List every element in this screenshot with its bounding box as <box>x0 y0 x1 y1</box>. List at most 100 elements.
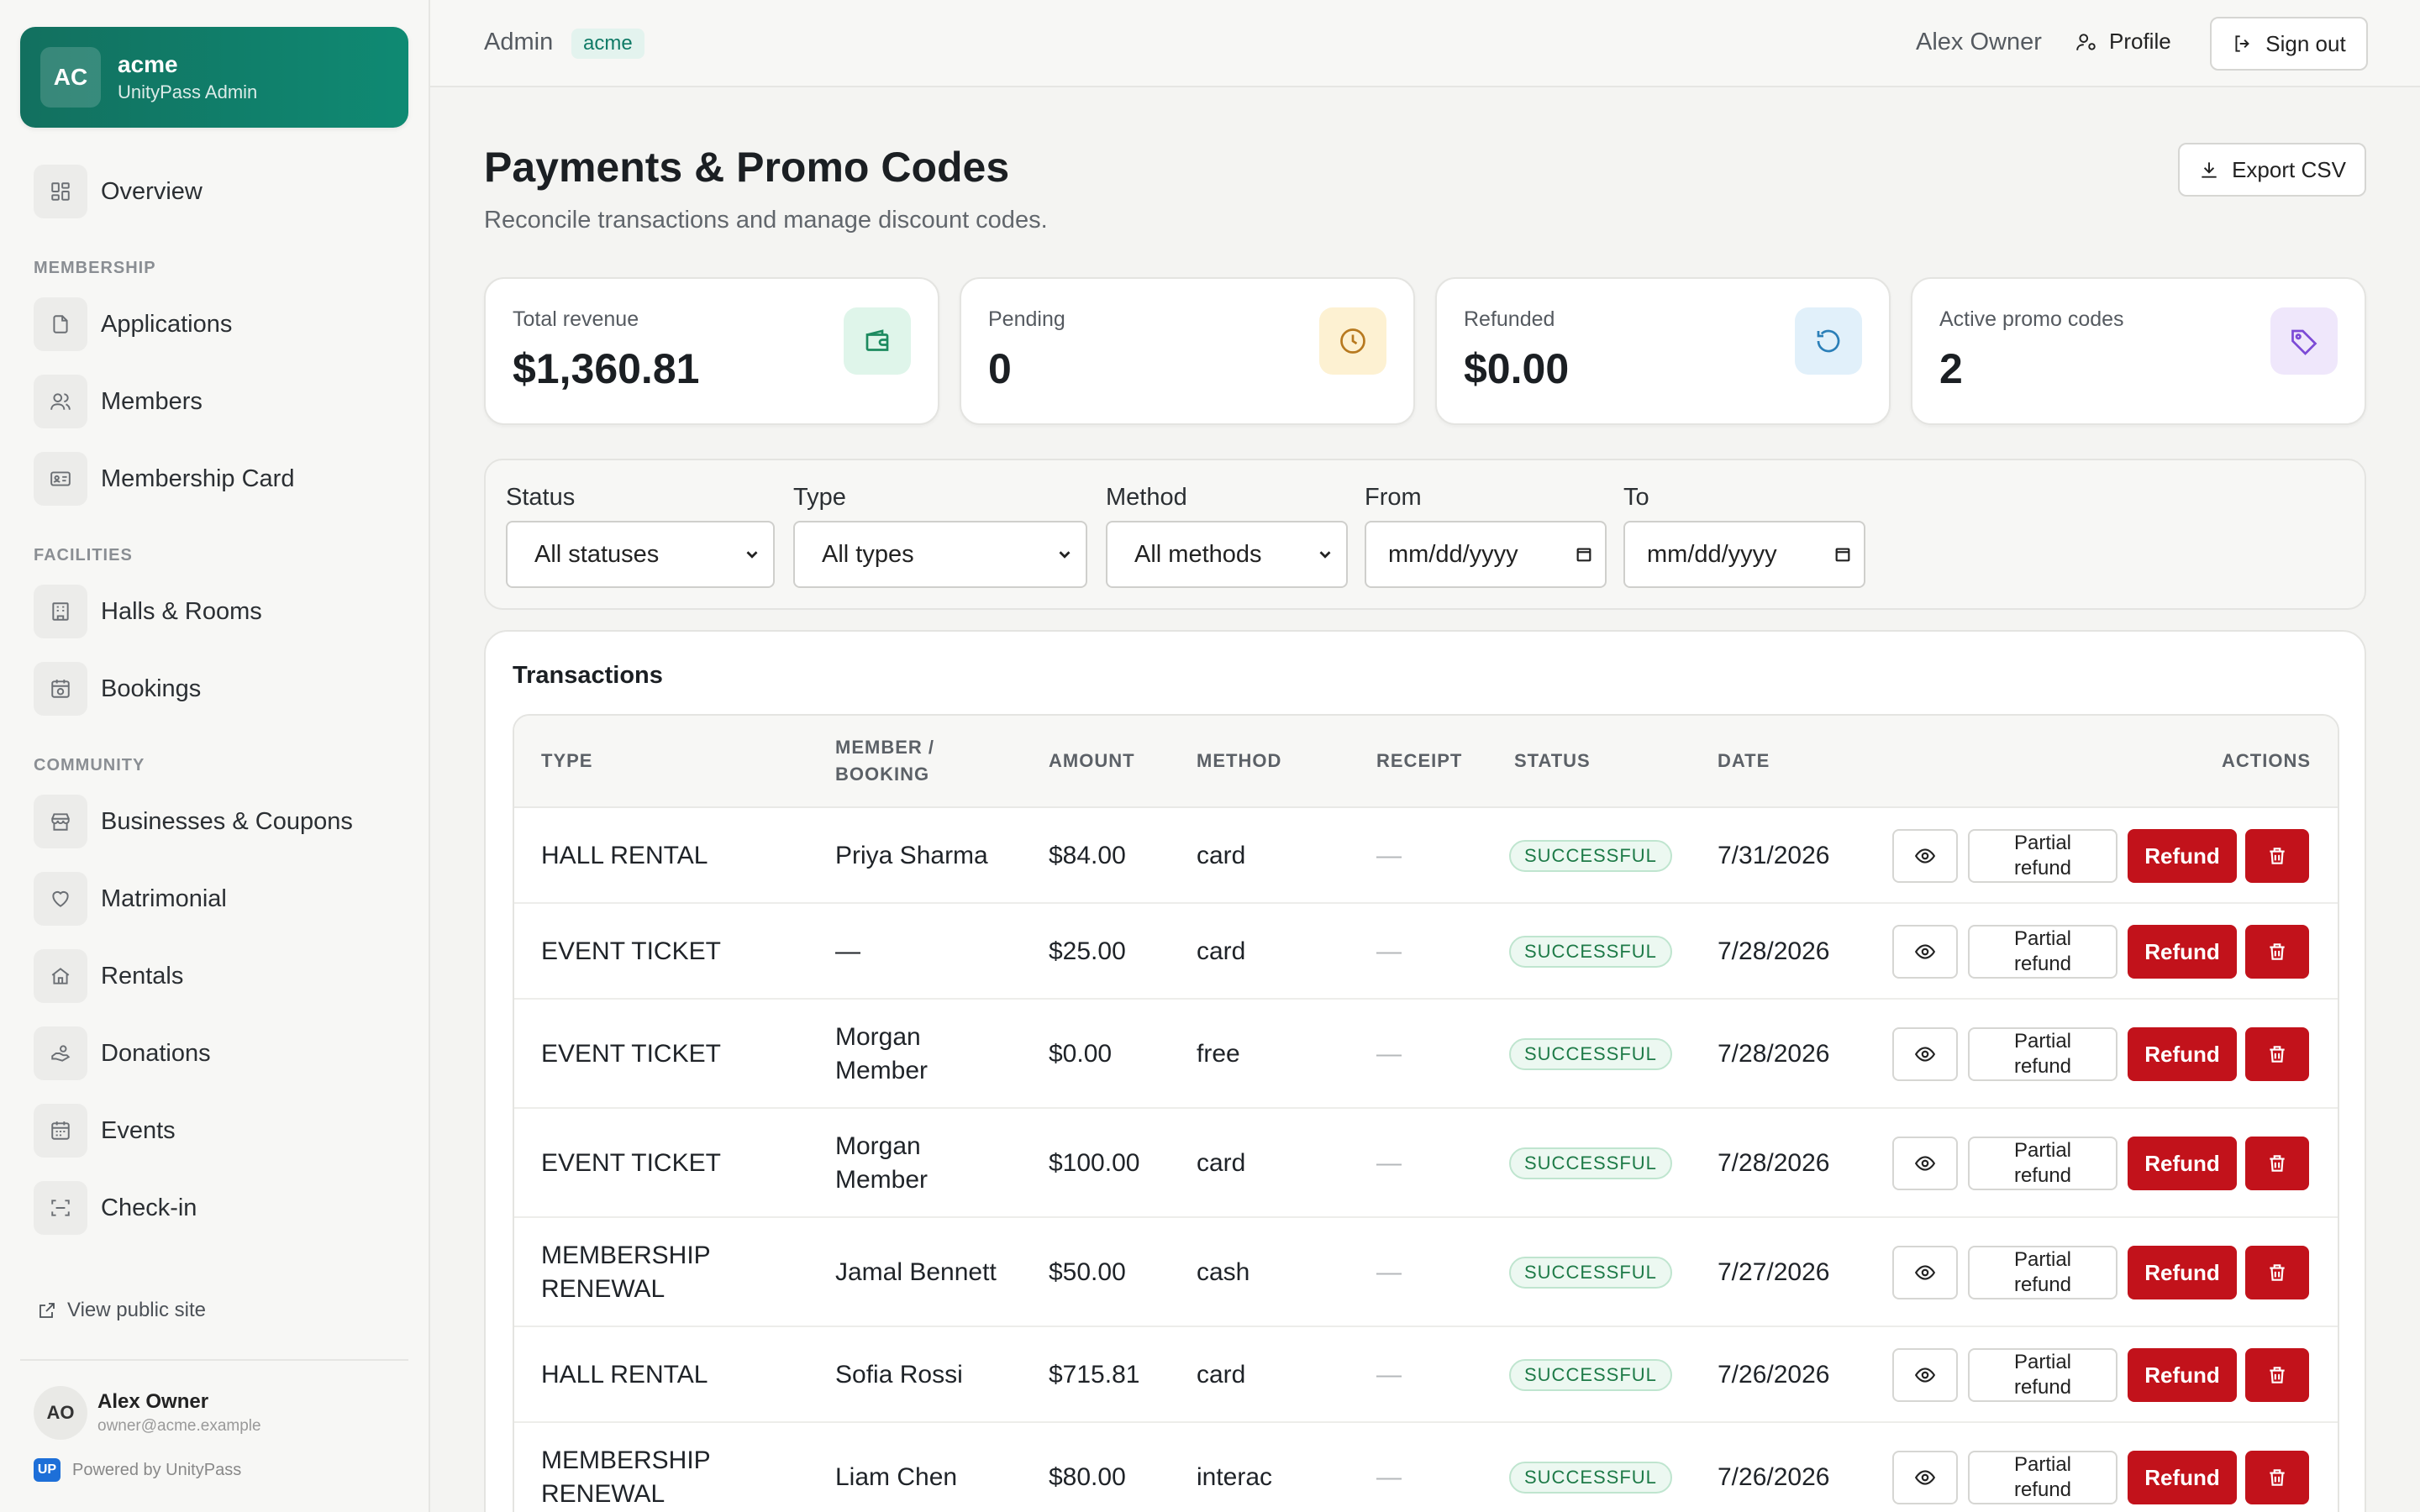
refund-button[interactable]: Refund <box>2128 925 2237 979</box>
refund-button[interactable]: Refund <box>2128 1246 2237 1299</box>
topbar: Admin acme Alex Owner Profile Sign out <box>430 0 2420 87</box>
cell-receipt: — <box>1376 1258 1402 1286</box>
delete-button[interactable] <box>2245 1027 2309 1081</box>
view-button[interactable] <box>1892 925 1958 979</box>
sidebar-item-check-in[interactable]: Check-in <box>34 1181 403 1235</box>
to-date-input[interactable]: mm/dd/yyyy <box>1623 521 1865 588</box>
view-button[interactable] <box>1892 1027 1958 1081</box>
breadcrumb: Admin <box>484 29 554 55</box>
partial-refund-button[interactable]: Partial refund <box>1968 1246 2118 1299</box>
tenant-subtitle: UnityPass Admin <box>118 81 258 102</box>
cell-amount: $25.00 <box>1049 937 1126 965</box>
type-filter-label: Type <box>793 484 846 511</box>
sidebar-item-overview[interactable]: Overview <box>34 165 403 218</box>
view-button[interactable] <box>1892 1137 1958 1190</box>
partial-refund-line1: Partial <box>2013 1139 2072 1162</box>
building-icon <box>34 585 87 638</box>
status-filter-select[interactable]: All statuses <box>506 521 775 588</box>
delete-button[interactable] <box>2245 1137 2309 1190</box>
cell-member: Jamal Bennett <box>835 1256 997 1289</box>
partial-refund-button[interactable]: Partial refund <box>1968 925 2118 979</box>
sidebar-item-rentals[interactable]: Rentals <box>34 949 403 1003</box>
cell-member-line2: Member <box>835 1057 929 1084</box>
from-date-input[interactable]: mm/dd/yyyy <box>1365 521 1607 588</box>
method-filter-select[interactable]: All methods <box>1106 521 1348 588</box>
partial-refund-line1: Partial <box>2013 1351 2072 1373</box>
sidebar-item-donations[interactable]: Donations <box>34 1026 403 1080</box>
column-receipt: RECEIPT <box>1376 750 1463 771</box>
delete-button[interactable] <box>2245 829 2309 883</box>
powered-by: UP Powered by UnityPass <box>34 1458 241 1482</box>
status-badge: SUCCESSFUL <box>1509 1257 1672 1289</box>
refund-button[interactable]: Refund <box>2128 1027 2237 1081</box>
delete-button[interactable] <box>2245 925 2309 979</box>
profile-link[interactable]: Profile <box>2075 29 2171 55</box>
refund-button[interactable]: Refund <box>2128 1348 2237 1402</box>
view-button[interactable] <box>1892 1451 1958 1504</box>
type-filter-select[interactable]: All types <box>793 521 1087 588</box>
sidebar-item-applications[interactable]: Applications <box>34 297 403 351</box>
view-button[interactable] <box>1892 1246 1958 1299</box>
refund-button[interactable]: Refund <box>2128 1137 2237 1190</box>
cell-amount: $84.00 <box>1049 842 1126 869</box>
sidebar-item-businesses-coupons[interactable]: Businesses & Coupons <box>34 795 403 848</box>
stat-card-refunded: Refunded $0.00 <box>1435 277 1891 425</box>
status-badge: SUCCESSFUL <box>1509 840 1672 872</box>
cell-amount: $100.00 <box>1049 1149 1140 1177</box>
column-type: TYPE <box>541 750 593 771</box>
sidebar-item-bookings[interactable]: Bookings <box>34 662 403 716</box>
cell-type: MEMBERSHIP RENEWAL <box>541 1444 711 1511</box>
delete-button[interactable] <box>2245 1348 2309 1402</box>
column-member-line1: MEMBER / <box>835 737 934 758</box>
store-icon <box>34 795 87 848</box>
hand-coin-icon <box>34 1026 87 1080</box>
status-badge: SUCCESSFUL <box>1509 1462 1672 1494</box>
sign-out-button[interactable]: Sign out <box>2210 17 2368 71</box>
view-button[interactable] <box>1892 1348 1958 1402</box>
cell-member-line1: Liam Chen <box>835 1463 958 1491</box>
tenant-switcher[interactable]: AC acme UnityPass Admin <box>20 27 408 128</box>
cell-type-line1: MEMBERSHIP <box>541 1242 711 1269</box>
trash-icon <box>2266 1152 2288 1174</box>
delete-button[interactable] <box>2245 1451 2309 1504</box>
delete-button[interactable] <box>2245 1246 2309 1299</box>
view-button[interactable] <box>1892 829 1958 883</box>
cell-receipt: — <box>1376 1463 1402 1491</box>
cell-type: HALL RENTAL <box>541 839 708 873</box>
stat-value: 0 <box>988 345 1012 392</box>
sidebar-item-membership-card[interactable]: Membership Card <box>34 452 403 506</box>
partial-refund-button[interactable]: Partial refund <box>1968 829 2118 883</box>
partial-refund-line1: Partial <box>2013 832 2072 854</box>
partial-refund-line1: Partial <box>2013 927 2072 950</box>
user-cog-icon <box>2076 33 2096 50</box>
cell-type: EVENT TICKET <box>541 1147 721 1180</box>
sidebar-item-label: Overview <box>101 177 203 205</box>
trash-icon <box>2266 941 2288 963</box>
sidebar-item-members[interactable]: Members <box>34 375 403 428</box>
refund-button[interactable]: Refund <box>2128 829 2237 883</box>
partial-refund-button[interactable]: Partial refund <box>1968 1451 2118 1504</box>
refund-button[interactable]: Refund <box>2128 1451 2237 1504</box>
sidebar-item-events[interactable]: Events <box>34 1104 403 1158</box>
export-csv-button[interactable]: Export CSV <box>2178 143 2366 197</box>
view-public-site-link[interactable]: View public site <box>37 1299 206 1322</box>
cell-member: Sofia Rossi <box>835 1358 963 1392</box>
partial-refund-button[interactable]: Partial refund <box>1968 1137 2118 1190</box>
sidebar-user[interactable]: AO Alex Owner owner@acme.example <box>34 1386 261 1440</box>
stat-label: Refunded <box>1464 307 1555 331</box>
partial-refund-button[interactable]: Partial refund <box>1968 1348 2118 1402</box>
cell-type: EVENT TICKET <box>541 1037 721 1071</box>
transactions-table: TYPE MEMBER / BOOKING AMOUNT METHOD RECE… <box>513 714 2339 1512</box>
sidebar-item-label: Members <box>101 387 203 415</box>
partial-refund-button[interactable]: Partial refund <box>1968 1027 2118 1081</box>
partial-refund-line1: Partial <box>2013 1453 2072 1476</box>
sidebar-item-label: Matrimonial <box>101 885 227 912</box>
partial-refund-line2: refund <box>2013 1478 2072 1501</box>
cell-type-line1: HALL RENTAL <box>541 1361 708 1389</box>
table-row: MEMBERSHIP RENEWAL Liam Chen $80.00 interac —… <box>514 1423 2338 1512</box>
cell-receipt: — <box>1376 937 1402 965</box>
sidebar-item-matrimonial[interactable]: Matrimonial <box>34 872 403 926</box>
cell-type-line2: RENEWAL <box>541 1275 666 1303</box>
sidebar-item-halls-rooms[interactable]: Halls & Rooms <box>34 585 403 638</box>
cell-receipt: — <box>1376 1361 1402 1389</box>
